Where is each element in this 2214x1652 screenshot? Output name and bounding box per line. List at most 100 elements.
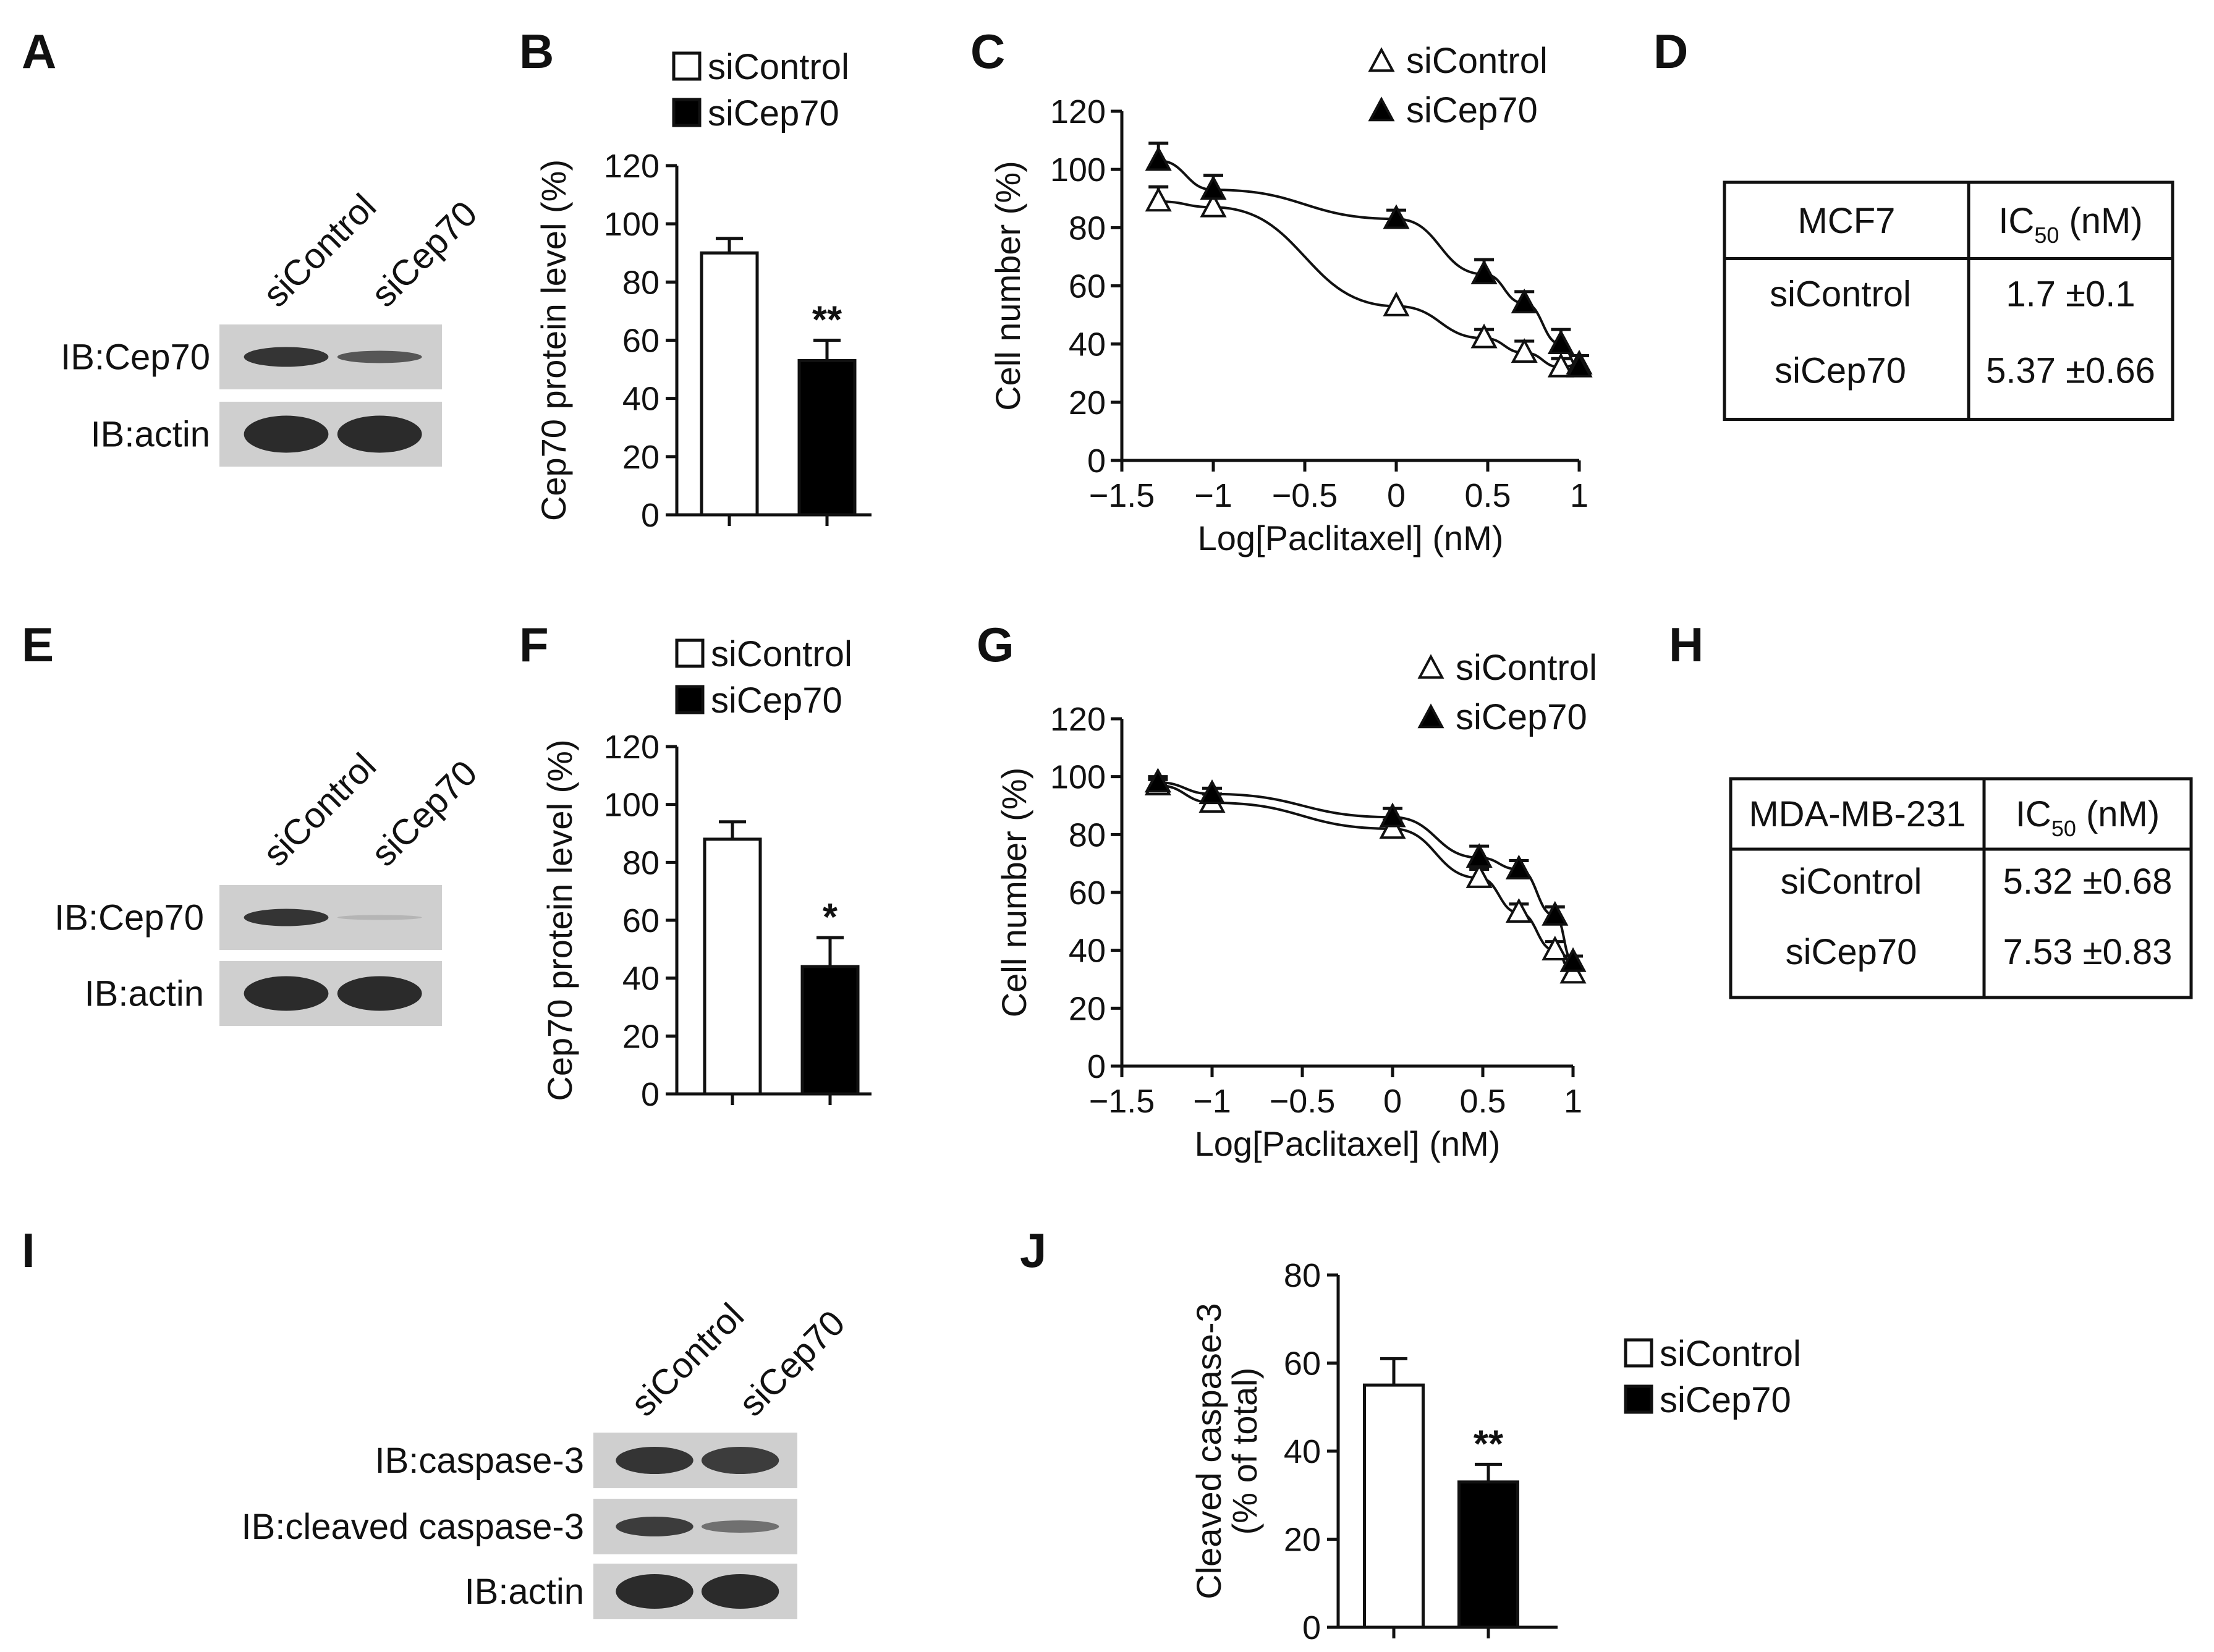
table-header-ic50: IC50 (nM) bbox=[2016, 794, 2160, 841]
fit-curve-siControl bbox=[1158, 784, 1574, 975]
x-tick-label: 1 bbox=[1570, 477, 1588, 514]
legend-label-siCep70: siCep70 bbox=[711, 680, 842, 721]
panel-label-D: D bbox=[1653, 24, 1688, 78]
blot-row-label: IB:actin bbox=[91, 415, 210, 455]
filled-triangle-point bbox=[1465, 843, 1493, 868]
y-tick-label: 120 bbox=[1050, 93, 1106, 130]
lane-label: siControl bbox=[623, 1295, 752, 1424]
filled-triangle-point bbox=[1144, 768, 1171, 793]
y-tick-label: 20 bbox=[1069, 990, 1106, 1027]
x-tick-label: 0 bbox=[1383, 1083, 1402, 1120]
ic50-table-D: MCF7 IC50 (nM) siControl 1.7 ±0.1 siCep70 5.3… bbox=[1723, 180, 2174, 421]
y-axis-label: Cleaved caspase-3 bbox=[1189, 1303, 1228, 1599]
panel-label-A: A bbox=[22, 24, 56, 78]
filled-triangle-point bbox=[1368, 96, 1395, 122]
y-tick-label: 80 bbox=[1284, 1257, 1321, 1294]
bar-chart-J: 0 20 40 60 80 ** Cleaved caspase-3(% of total)… bbox=[1189, 1257, 1801, 1646]
x-tick-label: −1.5 bbox=[1089, 1083, 1155, 1120]
y-axis-label: Cell number (%) bbox=[995, 768, 1033, 1018]
legend-swatch-siCep70 bbox=[675, 685, 705, 714]
table-row-value: 5.32 ±0.68 bbox=[2003, 862, 2173, 902]
lane-label: siCep70 bbox=[363, 193, 485, 315]
y-tick-label: 100 bbox=[604, 787, 660, 824]
blot-row-label: IB:Cep70 bbox=[61, 337, 210, 378]
legend-swatch-siCep70 bbox=[1624, 1384, 1653, 1414]
blot-band bbox=[616, 1517, 693, 1536]
panel-label-J: J bbox=[1020, 1223, 1046, 1277]
legend-swatch-siControl bbox=[672, 51, 702, 81]
y-tick-label: 20 bbox=[1069, 384, 1106, 421]
filled-triangle-point bbox=[1145, 146, 1172, 171]
y-axis-label: Cep70 protein level (%) bbox=[540, 739, 579, 1101]
bar-siCep70 bbox=[1457, 1480, 1519, 1629]
table-header-cell-line: MCF7 bbox=[1798, 201, 1896, 241]
bar-siCep70 bbox=[797, 358, 857, 517]
blot-band bbox=[244, 909, 329, 926]
y-tick-label: 20 bbox=[622, 439, 660, 476]
y-tick-label: 0 bbox=[1087, 443, 1106, 480]
filled-triangle-point bbox=[1505, 854, 1532, 879]
y-tick-label: 40 bbox=[1069, 933, 1106, 970]
y-tick-label: 80 bbox=[622, 264, 660, 301]
table-row-value: 5.37 ±0.66 bbox=[1986, 351, 2155, 391]
dose-response-chart-G: 0 20 40 60 80 100 120 −1.5 −1 −0.5 0 0.5 1 Log[Paclit… bbox=[995, 648, 1597, 1163]
open-triangle-point bbox=[1417, 654, 1444, 679]
blot-band bbox=[244, 347, 329, 367]
filled-triangle-point bbox=[1198, 779, 1226, 805]
open-triangle-point bbox=[1200, 192, 1227, 218]
y-tick-label: 60 bbox=[622, 323, 660, 360]
table-row-name: siControl bbox=[1781, 862, 1922, 902]
open-triangle-point bbox=[1470, 323, 1498, 349]
blot-band bbox=[616, 1574, 693, 1609]
blot-band bbox=[244, 415, 329, 453]
open-triangle-point bbox=[1368, 47, 1395, 72]
table-border bbox=[1723, 180, 2174, 421]
y-tick-label: 0 bbox=[1302, 1609, 1321, 1646]
legend-label-siCep70: siCep70 bbox=[1406, 90, 1538, 130]
open-triangle-point bbox=[1465, 863, 1493, 888]
legend-label-siCep70: siCep70 bbox=[708, 93, 839, 133]
bar-siControl bbox=[703, 837, 762, 1096]
bar-chart-B: 0 20 40 60 80 100 120 ** Cep70 protein level (%)… bbox=[534, 47, 872, 534]
open-triangle-point bbox=[1383, 291, 1410, 316]
legend-label-siControl: siControl bbox=[1406, 41, 1548, 81]
blot-band bbox=[337, 350, 422, 363]
y-tick-label: 0 bbox=[1087, 1048, 1106, 1085]
y-tick-label: 60 bbox=[1284, 1345, 1321, 1383]
table-border bbox=[1729, 777, 2193, 999]
bar-siControl bbox=[1363, 1383, 1425, 1629]
blot-row-label: IB:cleaved caspase-3 bbox=[241, 1507, 584, 1547]
y-tick-label: 120 bbox=[1050, 701, 1106, 738]
table-row-value: 7.53 ±0.83 bbox=[2003, 932, 2173, 972]
y-tick-label: 100 bbox=[1050, 759, 1106, 796]
legend-label-siControl: siControl bbox=[1660, 1334, 1801, 1374]
table-row-name: siCep70 bbox=[1775, 351, 1906, 391]
open-triangle-point bbox=[1511, 338, 1538, 363]
table-row-name: siCep70 bbox=[1786, 932, 1917, 972]
blot-band bbox=[244, 976, 329, 1011]
filled-triangle-point bbox=[1470, 259, 1498, 284]
legend-label-siControl: siControl bbox=[708, 47, 849, 87]
legend-label-siControl: siControl bbox=[711, 634, 852, 674]
filled-triangle-point bbox=[1417, 703, 1444, 729]
x-tick-label: −1 bbox=[1193, 1083, 1231, 1120]
y-tick-label: 80 bbox=[1069, 816, 1106, 854]
x-tick-label: −1 bbox=[1194, 477, 1232, 514]
open-triangle-point bbox=[1542, 935, 1569, 960]
blot-band bbox=[616, 1447, 693, 1474]
x-tick-label: 0.5 bbox=[1464, 477, 1511, 514]
fit-curve-siControl bbox=[1158, 200, 1580, 369]
panel-label-H: H bbox=[1669, 617, 1703, 672]
x-tick-label: 0 bbox=[1387, 477, 1406, 514]
bar-chart-F: 0 20 40 60 80 100 120 * Cep70 protein level (%) s… bbox=[540, 634, 872, 1113]
y-tick-label: 120 bbox=[604, 148, 660, 185]
y-tick-label: 60 bbox=[622, 902, 660, 939]
y-tick-label: 40 bbox=[1069, 326, 1106, 363]
y-tick-label: 40 bbox=[1284, 1433, 1321, 1470]
open-triangle-point bbox=[1505, 898, 1532, 923]
blot-row-label: IB:Cep70 bbox=[54, 898, 204, 938]
y-tick-label: 80 bbox=[1069, 210, 1106, 247]
